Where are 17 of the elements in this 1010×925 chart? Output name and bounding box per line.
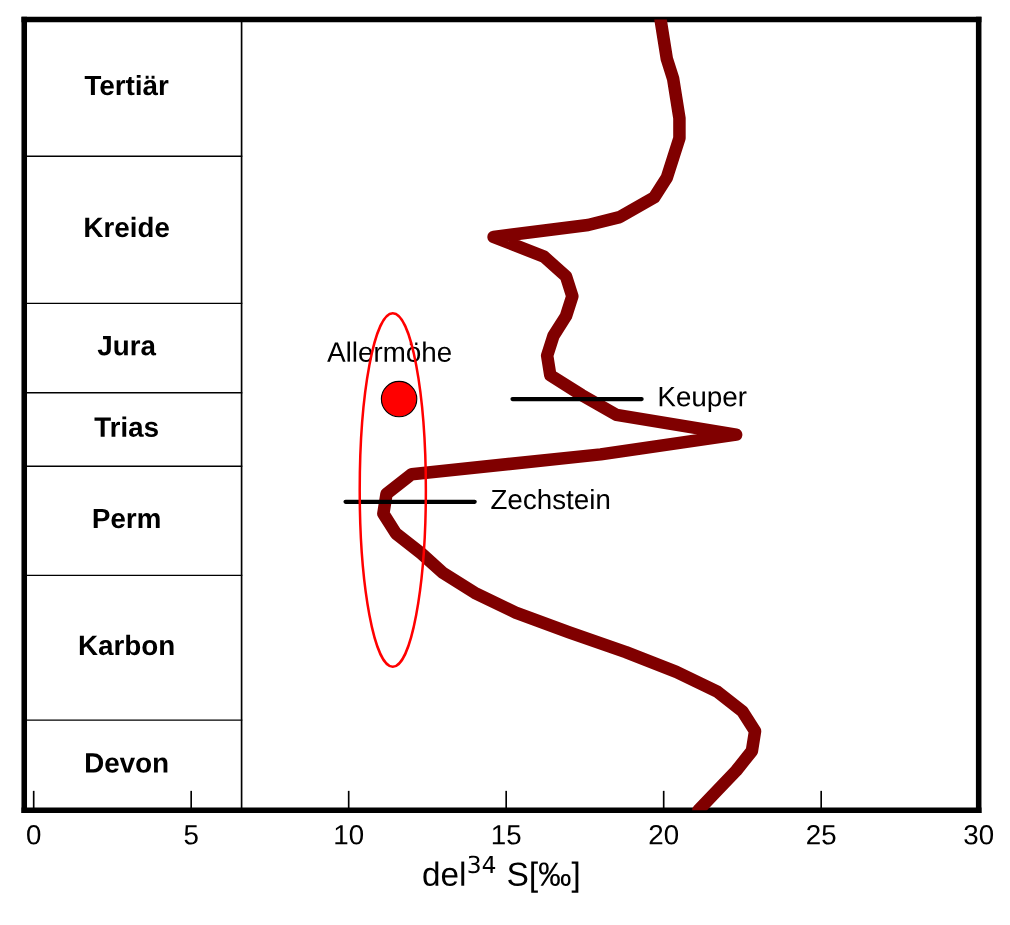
x-tick-label: 10 [335,824,364,845]
annotation: Tertiär [84,74,169,96]
annotation: Trias [94,416,158,437]
annotation: Perm [93,508,160,529]
annotation: Jura [97,336,157,356]
annotation: Devon [86,753,168,773]
annotation: Karbon [79,634,174,656]
x-tick-label: 5 [184,825,198,845]
x-tick-label: 20 [649,824,679,845]
x-tick-label: 15 [492,825,521,845]
series-label: Keuper [659,387,747,412]
x-axis-title: del$^{34}$ S[‰] [423,855,579,893]
annotation: Kreide [85,216,169,238]
x-tick-label: 25 [807,824,836,845]
x-tick-label: 30 [964,824,994,845]
series-label: Zechstein [491,488,610,510]
x-tick-label: 0 [27,824,41,845]
